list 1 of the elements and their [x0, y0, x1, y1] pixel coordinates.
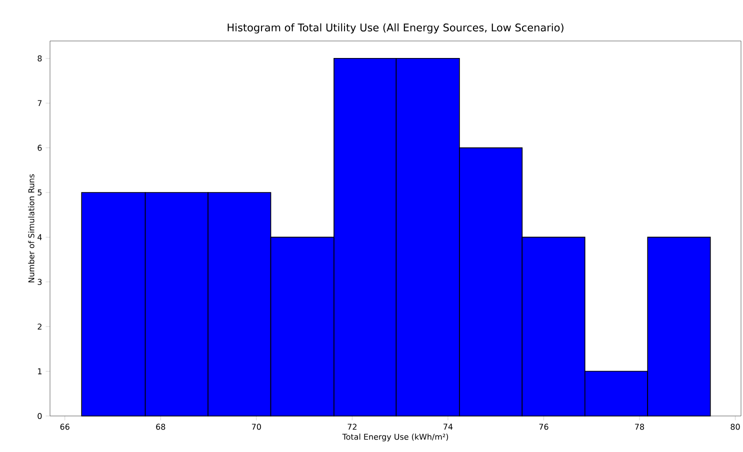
- chart-title: Histogram of Total Utility Use (All Energy Sources, Low Scenario): [228, 23, 564, 34]
